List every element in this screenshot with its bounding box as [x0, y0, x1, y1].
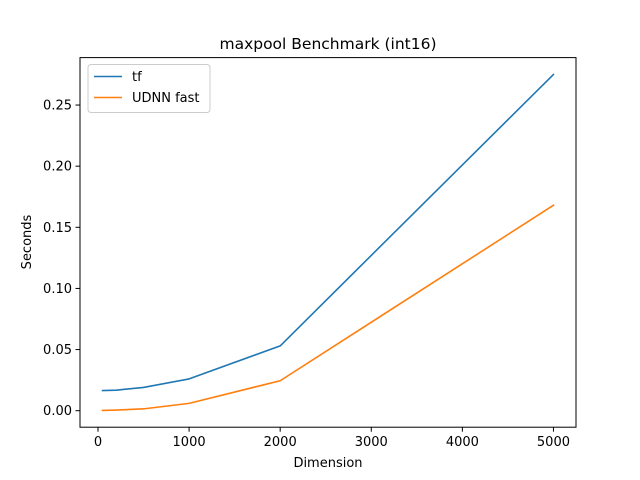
legend-label: UDNN fast	[132, 91, 200, 106]
series-line-0	[101, 73, 555, 392]
legend: tf UDNN fast	[87, 64, 211, 113]
y-tick-label: 0.25	[43, 99, 72, 114]
legend-label: tf	[132, 70, 142, 85]
plot-frame	[79, 57, 577, 428]
series-layer	[101, 73, 555, 412]
y-tick-label: 0.15	[43, 221, 72, 236]
x-tick-label: 0	[94, 435, 102, 450]
x-axis-label: Dimension	[293, 456, 362, 471]
ticks-layer: 0 1000 2000 3000 4000 5000 0.00 0.05 0.10 0.15 0.2…	[43, 99, 570, 451]
y-tick-label: 0.00	[43, 404, 72, 419]
chart-title: maxpool Benchmark (int16)	[219, 35, 436, 53]
y-tick-label: 0.20	[43, 160, 72, 175]
x-tick-label: 4000	[446, 435, 479, 450]
x-tick-label: 5000	[537, 435, 570, 450]
x-tick-label: 3000	[355, 435, 388, 450]
x-tick-label: 2000	[264, 435, 297, 450]
series-line-1	[101, 204, 555, 412]
y-axis-label: Seconds	[20, 214, 35, 269]
y-tick-label: 0.05	[43, 343, 72, 358]
x-tick-label: 1000	[173, 435, 206, 450]
y-tick-label: 0.10	[43, 282, 72, 297]
